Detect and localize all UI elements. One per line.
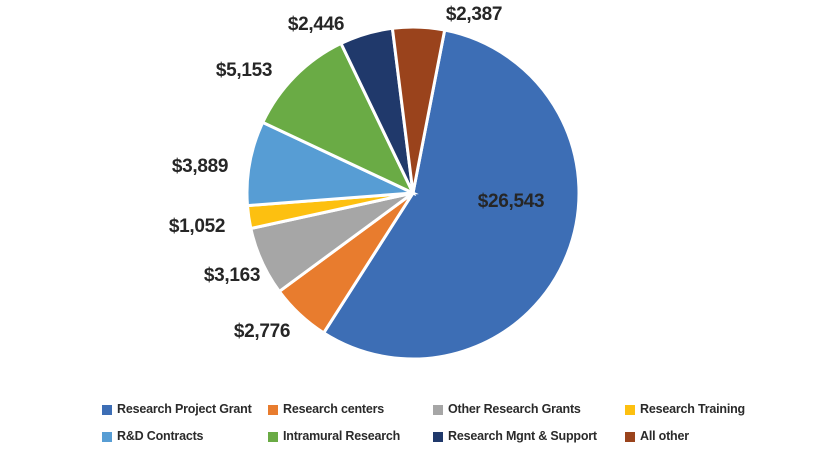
pie-slice-research-project-grant bbox=[321, 28, 581, 361]
slice-value-label-research-mgnt-support: $2,446 bbox=[287, 14, 345, 35]
legend-swatch-research-project-grant bbox=[102, 404, 112, 415]
legend-item-research-centers: Research centers bbox=[268, 402, 384, 416]
legend-item-label: Other Research Grants bbox=[448, 402, 581, 416]
legend-item-research-training: Research Training bbox=[625, 402, 745, 416]
slice-value-label-research-training: $1,052 bbox=[168, 216, 226, 237]
legend-item-all-other: All other bbox=[625, 429, 689, 443]
legend-swatch-research-mgnt-support bbox=[433, 431, 443, 442]
legend-item-label: Research centers bbox=[283, 402, 385, 416]
legend-item-label: R&D Contracts bbox=[117, 429, 204, 443]
pie-slice-intramural-research bbox=[260, 41, 417, 197]
pie-slice-all-other bbox=[390, 25, 447, 194]
legend-item-label: Research Mgnt & Support bbox=[448, 429, 597, 443]
slice-value-label-r-d-contracts: $3,889 bbox=[171, 156, 229, 177]
slice-value-label-research-centers: $2,776 bbox=[233, 321, 291, 342]
legend-item-label: All other bbox=[640, 429, 689, 443]
legend-item-label: Intramural Research bbox=[283, 429, 401, 443]
legend-item-other-research-grants: Other Research Grants bbox=[433, 402, 581, 416]
legend-swatch-research-training bbox=[625, 404, 635, 415]
legend-swatch-other-research-grants bbox=[433, 404, 443, 415]
slice-value-label-research-project-grant: $26,543 bbox=[477, 191, 545, 212]
legend-swatch-all-other bbox=[625, 431, 635, 442]
pie-chart bbox=[245, 25, 581, 361]
legend-item-label: Research Training bbox=[640, 402, 745, 416]
legend-item-label: Research Project Grant bbox=[117, 402, 252, 416]
legend-swatch-research-centers bbox=[268, 404, 278, 415]
legend-swatch-r-d-contracts bbox=[102, 431, 112, 442]
slice-value-label-all-other: $2,387 bbox=[445, 4, 503, 25]
slice-value-label-intramural-research: $5,153 bbox=[215, 60, 273, 81]
legend-item-research-project-grant: Research Project Grant bbox=[102, 402, 252, 416]
legend-item-intramural-research: Intramural Research bbox=[268, 429, 400, 443]
legend-item-r-d-contracts: R&D Contracts bbox=[102, 429, 204, 443]
legend-swatch-intramural-research bbox=[268, 431, 278, 442]
slice-value-label-other-research-grants: $3,163 bbox=[203, 265, 261, 286]
legend-item-research-mgnt-support: Research Mgnt & Support bbox=[433, 429, 597, 443]
